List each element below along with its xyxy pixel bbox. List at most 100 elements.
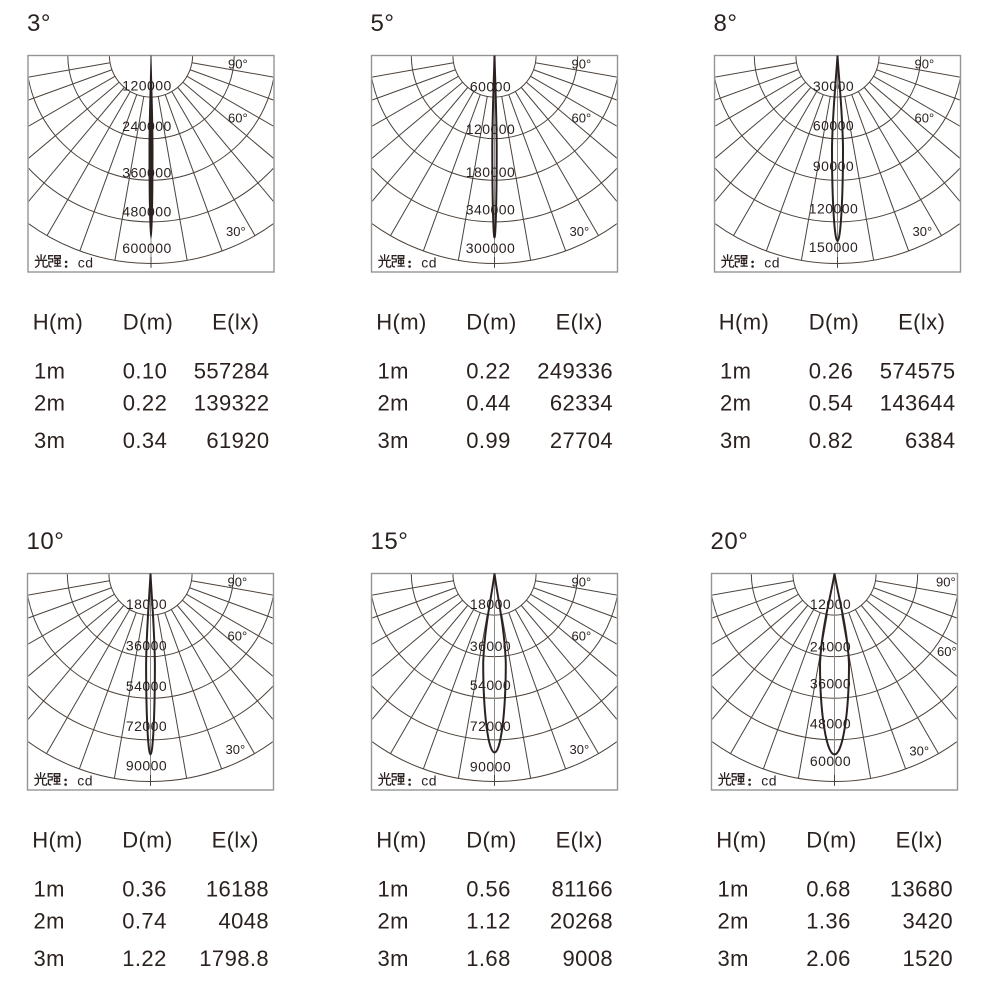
- svg-text:1m: 1m: [34, 359, 65, 384]
- svg-text:0.34: 0.34: [123, 428, 167, 453]
- svg-text:H(m): H(m): [376, 310, 426, 335]
- svg-text:90°: 90°: [572, 575, 592, 590]
- svg-text:3m: 3m: [718, 946, 749, 971]
- svg-text:0.74: 0.74: [122, 909, 166, 934]
- svg-text:1m: 1m: [378, 359, 409, 384]
- svg-text:2m: 2m: [34, 391, 65, 416]
- svg-text:340000: 340000: [466, 202, 515, 218]
- svg-text:E(lx): E(lx): [896, 828, 943, 853]
- svg-text:0.26: 0.26: [809, 359, 853, 384]
- svg-text:30°: 30°: [909, 743, 929, 758]
- svg-text:150000: 150000: [809, 239, 858, 255]
- svg-text:H(m): H(m): [716, 828, 766, 853]
- svg-text:60°: 60°: [915, 111, 935, 126]
- svg-text:30°: 30°: [226, 742, 246, 757]
- svg-text:15°: 15°: [371, 528, 409, 555]
- svg-text:3m: 3m: [378, 946, 409, 971]
- svg-text:D(m): D(m): [122, 828, 172, 853]
- svg-text:143644: 143644: [880, 391, 956, 416]
- svg-text:0.82: 0.82: [809, 428, 853, 453]
- svg-text:2m: 2m: [720, 391, 751, 416]
- svg-text:6384: 6384: [905, 428, 956, 453]
- svg-text:90°: 90°: [228, 57, 248, 72]
- svg-text:1.12: 1.12: [466, 909, 510, 934]
- svg-text:81166: 81166: [551, 877, 613, 902]
- svg-text:E(lx): E(lx): [556, 310, 603, 335]
- svg-text:D(m): D(m): [806, 828, 856, 853]
- svg-text:cd: cd: [421, 255, 437, 271]
- svg-text:2.06: 2.06: [806, 946, 850, 971]
- svg-text:0.22: 0.22: [123, 391, 167, 416]
- svg-text:90°: 90°: [936, 575, 956, 590]
- svg-text:0.56: 0.56: [466, 877, 510, 902]
- svg-text:D(m): D(m): [809, 310, 859, 335]
- svg-text:1.22: 1.22: [122, 946, 166, 971]
- svg-text:D(m): D(m): [466, 310, 516, 335]
- svg-text:27704: 27704: [550, 428, 613, 453]
- svg-text:2m: 2m: [378, 391, 409, 416]
- svg-text:3420: 3420: [902, 909, 953, 934]
- svg-text:24000: 24000: [810, 639, 851, 655]
- svg-text:30000: 30000: [813, 78, 854, 94]
- svg-text:D(m): D(m): [123, 310, 173, 335]
- svg-text:30°: 30°: [226, 224, 246, 239]
- svg-text:3m: 3m: [34, 428, 65, 453]
- svg-text:360000: 360000: [122, 165, 171, 181]
- svg-text:54000: 54000: [470, 677, 511, 693]
- svg-text:30°: 30°: [570, 742, 590, 757]
- svg-text:557284: 557284: [194, 359, 270, 384]
- svg-text:0.22: 0.22: [466, 359, 510, 384]
- svg-text:3m: 3m: [34, 946, 65, 971]
- svg-text:0.44: 0.44: [466, 391, 510, 416]
- svg-text:48000: 48000: [810, 716, 851, 732]
- svg-text:60°: 60°: [228, 111, 248, 126]
- svg-text:61920: 61920: [206, 428, 269, 453]
- svg-text:1m: 1m: [378, 877, 409, 902]
- svg-text:300000: 300000: [466, 240, 515, 256]
- svg-text:1m: 1m: [720, 359, 751, 384]
- svg-text:60°: 60°: [937, 644, 957, 659]
- svg-text:72000: 72000: [470, 718, 511, 734]
- svg-text:90°: 90°: [572, 57, 592, 72]
- svg-text:36000: 36000: [470, 638, 511, 654]
- svg-text:240000: 240000: [122, 118, 171, 134]
- svg-text:60°: 60°: [572, 629, 592, 644]
- svg-text:E(lx): E(lx): [898, 310, 945, 335]
- svg-text:H(m): H(m): [719, 310, 769, 335]
- svg-text:0.54: 0.54: [809, 391, 853, 416]
- svg-text:D(m): D(m): [466, 828, 516, 853]
- svg-text:3m: 3m: [720, 428, 751, 453]
- svg-text:H(m): H(m): [376, 828, 426, 853]
- svg-text:cd: cd: [764, 255, 780, 271]
- svg-text:60000: 60000: [470, 79, 511, 95]
- svg-text:0.99: 0.99: [466, 428, 510, 453]
- svg-text:120000: 120000: [122, 78, 171, 94]
- svg-text:90°: 90°: [915, 57, 935, 72]
- svg-text:E(lx): E(lx): [212, 828, 259, 853]
- svg-text:1m: 1m: [34, 877, 65, 902]
- svg-text:249336: 249336: [537, 359, 613, 384]
- svg-text:H(m): H(m): [33, 310, 83, 335]
- svg-text:62334: 62334: [550, 391, 613, 416]
- svg-text:60000: 60000: [810, 753, 851, 769]
- svg-text:2m: 2m: [34, 909, 65, 934]
- svg-text:2m: 2m: [378, 909, 409, 934]
- svg-text:E(lx): E(lx): [556, 828, 603, 853]
- svg-text:0.10: 0.10: [123, 359, 167, 384]
- svg-text:90000: 90000: [813, 158, 854, 174]
- svg-text:9008: 9008: [562, 946, 613, 971]
- svg-text:30°: 30°: [913, 224, 933, 239]
- svg-text:120000: 120000: [466, 121, 515, 137]
- svg-text:cd: cd: [77, 773, 93, 789]
- svg-text:90000: 90000: [470, 759, 511, 775]
- svg-text:60°: 60°: [228, 629, 248, 644]
- svg-text:30°: 30°: [570, 224, 590, 239]
- svg-text:72000: 72000: [126, 718, 167, 734]
- svg-text:139322: 139322: [194, 391, 270, 416]
- svg-text:4048: 4048: [218, 909, 269, 934]
- svg-text:E(lx): E(lx): [212, 310, 259, 335]
- svg-text:16188: 16188: [206, 877, 269, 902]
- svg-text:90000: 90000: [126, 758, 167, 774]
- svg-text:574575: 574575: [880, 359, 956, 384]
- svg-text:180000: 180000: [466, 164, 515, 180]
